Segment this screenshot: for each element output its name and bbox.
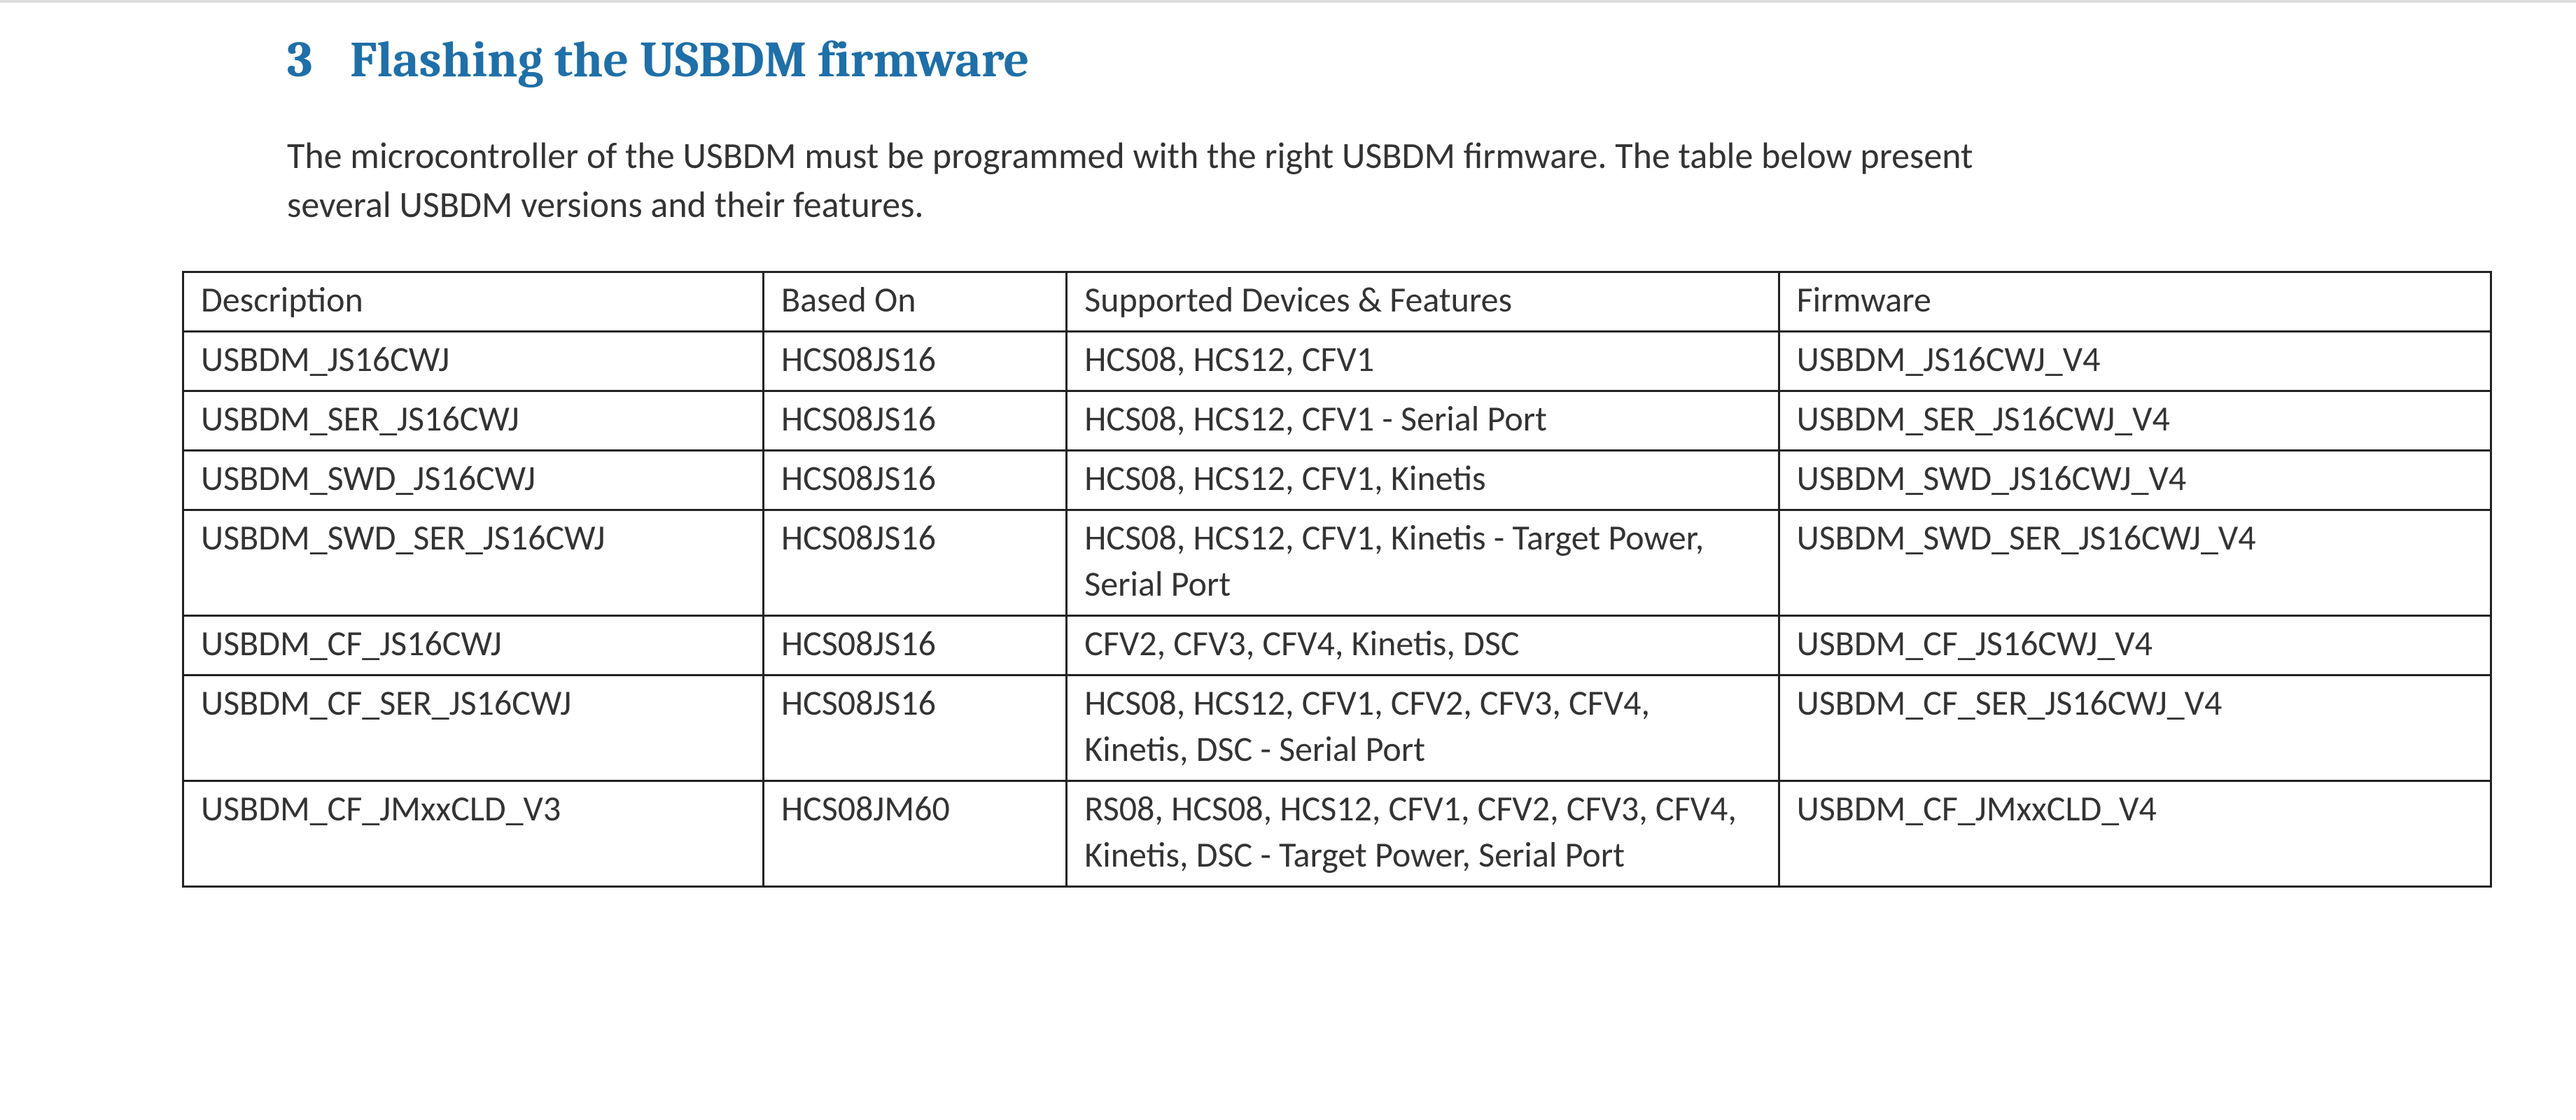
table-row: USBDM_SER_JS16CWJHCS08JS16HCS08, HCS12, …: [183, 391, 2491, 451]
table-cell: HCS08, HCS12, CFV1: [1067, 332, 1779, 391]
table-row: USBDM_CF_JS16CWJHCS08JS16CFV2, CFV3, CFV…: [183, 616, 2491, 676]
table-cell: USBDM_SWD_SER_JS16CWJ_V4: [1779, 510, 2491, 616]
intro-paragraph: The microcontroller of the USBDM must be…: [287, 131, 2037, 229]
table-cell: USBDM_SWD_JS16CWJ_V4: [1779, 451, 2491, 510]
section-number: 3: [287, 31, 322, 89]
table-cell: USBDM_SWD_JS16CWJ: [183, 451, 764, 510]
table-cell: USBDM_JS16CWJ: [183, 332, 764, 391]
table-cell: USBDM_JS16CWJ_V4: [1779, 332, 2491, 391]
table-cell: HCS08JS16: [763, 391, 1066, 451]
firmware-table-body: USBDM_JS16CWJHCS08JS16HCS08, HCS12, CFV1…: [183, 332, 2491, 887]
table-cell: USBDM_CF_SER_JS16CWJ: [183, 676, 764, 781]
table-row: USBDM_SWD_SER_JS16CWJHCS08JS16HCS08, HCS…: [183, 510, 2491, 616]
table-row: USBDM_SWD_JS16CWJHCS08JS16HCS08, HCS12, …: [183, 451, 2491, 510]
table-row: USBDM_JS16CWJHCS08JS16HCS08, HCS12, CFV1…: [183, 332, 2491, 391]
table-cell: HCS08JS16: [763, 616, 1066, 676]
table-cell: USBDM_CF_JS16CWJ_V4: [1779, 616, 2491, 676]
table-cell: HCS08JS16: [763, 676, 1066, 781]
content-block: 3 Flashing the USBDM firmware The microc…: [287, 31, 2492, 229]
table-row: USBDM_CF_JMxxCLD_V3HCS08JM60RS08, HCS08,…: [183, 781, 2491, 887]
document-page: 3 Flashing the USBDM firmware The microc…: [0, 0, 2576, 1120]
table-cell: HCS08, HCS12, CFV1, Kinetis: [1067, 451, 1779, 510]
table-cell: HCS08, HCS12, CFV1, Kinetis - Target Pow…: [1067, 510, 1779, 616]
col-firmware: Firmware: [1779, 272, 2491, 332]
table-cell: HCS08, HCS12, CFV1, CFV2, CFV3, CFV4, Ki…: [1067, 676, 1779, 781]
table-row: USBDM_CF_SER_JS16CWJHCS08JS16HCS08, HCS1…: [183, 676, 2491, 781]
table-cell: USBDM_CF_SER_JS16CWJ_V4: [1779, 676, 2491, 781]
table-cell: USBDM_CF_JMxxCLD_V4: [1779, 781, 2491, 887]
table-cell: USBDM_CF_JMxxCLD_V3: [183, 781, 764, 887]
table-cell: HCS08JS16: [763, 451, 1066, 510]
firmware-table: Description Based On Supported Devices &…: [182, 271, 2492, 888]
table-cell: HCS08JS16: [763, 510, 1066, 616]
section-title: Flashing the USBDM firmware: [350, 31, 1029, 89]
table-cell: USBDM_CF_JS16CWJ: [183, 616, 764, 676]
table-cell: HCS08JM60: [763, 781, 1066, 887]
firmware-table-wrapper: Description Based On Supported Devices &…: [182, 271, 2492, 888]
col-supported: Supported Devices & Features: [1067, 272, 1779, 332]
table-cell: USBDM_SER_JS16CWJ_V4: [1779, 391, 2491, 451]
table-cell: RS08, HCS08, HCS12, CFV1, CFV2, CFV3, CF…: [1067, 781, 1779, 887]
section-heading: 3 Flashing the USBDM firmware: [287, 31, 2492, 89]
col-description: Description: [183, 272, 764, 332]
table-cell: HCS08JS16: [763, 332, 1066, 391]
table-cell: HCS08, HCS12, CFV1 - Serial Port: [1067, 391, 1779, 451]
table-cell: CFV2, CFV3, CFV4, Kinetis, DSC: [1067, 616, 1779, 676]
table-cell: USBDM_SWD_SER_JS16CWJ: [183, 510, 764, 616]
col-based-on: Based On: [763, 272, 1066, 332]
table-header-row: Description Based On Supported Devices &…: [183, 272, 2491, 332]
firmware-table-head: Description Based On Supported Devices &…: [183, 272, 2491, 332]
table-cell: USBDM_SER_JS16CWJ: [183, 391, 764, 451]
